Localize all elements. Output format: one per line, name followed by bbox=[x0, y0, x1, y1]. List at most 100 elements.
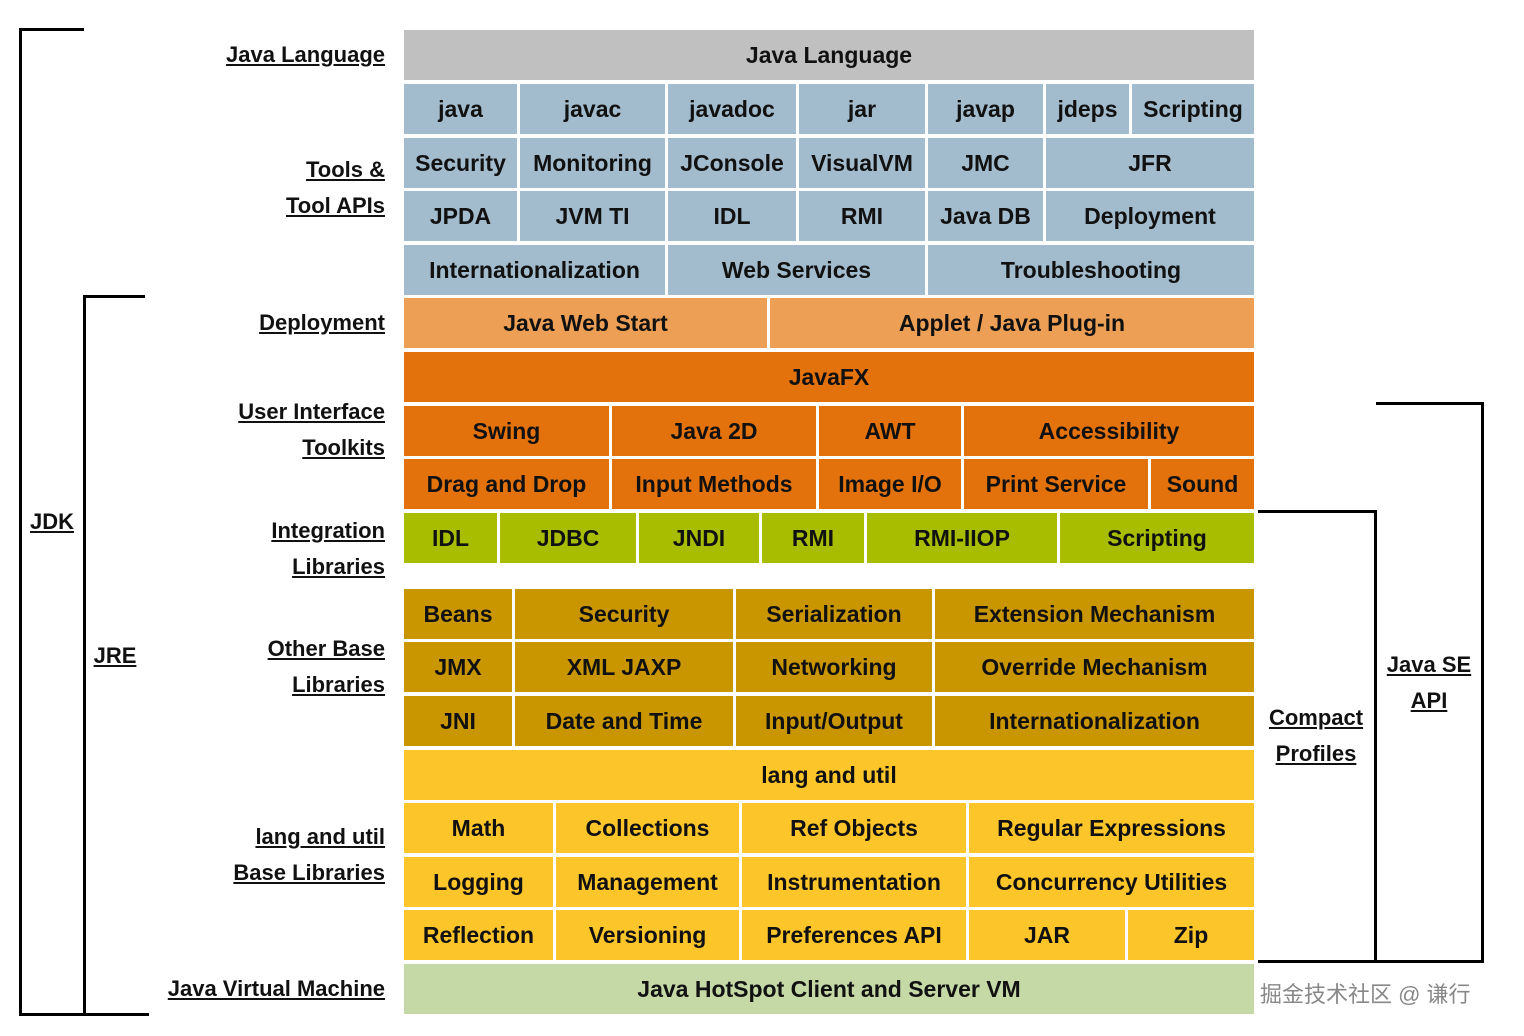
api-bracket-vertical bbox=[1481, 402, 1484, 963]
row-label-line: Base Libraries bbox=[233, 860, 385, 885]
other-base-cell-security: Security bbox=[515, 589, 733, 639]
compact-bracket-top bbox=[1258, 510, 1376, 513]
api-bracket-top bbox=[1376, 402, 1484, 405]
lang-util-cell-reflection: Reflection bbox=[404, 910, 553, 960]
row-label-line: Integration bbox=[271, 518, 385, 543]
ui-cell-accessibility: Accessibility bbox=[964, 406, 1254, 456]
row-label-integration-libraries: Integration Libraries bbox=[271, 513, 385, 585]
tools-cell-deployment: Deployment bbox=[1046, 191, 1254, 241]
bracket-bottom-shared bbox=[1258, 960, 1484, 963]
integration-cell-jndi: JNDI bbox=[639, 513, 759, 563]
tools-cell-web-services: Web Services bbox=[668, 245, 925, 295]
row-label-line: Deployment bbox=[259, 310, 385, 335]
java-se-api-label: Java SE API bbox=[1377, 647, 1481, 719]
ui-cell-javafx: JavaFX bbox=[404, 352, 1254, 402]
deployment-cell-java-web-start: Java Web Start bbox=[404, 298, 767, 348]
tools-cell-security: Security bbox=[404, 138, 517, 188]
tools-cell-troubleshooting: Troubleshooting bbox=[928, 245, 1254, 295]
other-base-cell-networking: Networking bbox=[736, 642, 932, 692]
java-se-api-line-2: API bbox=[1410, 688, 1448, 713]
integration-cell-scripting: Scripting bbox=[1060, 513, 1254, 563]
other-base-cell-serialization: Serialization bbox=[736, 589, 932, 639]
tools-cell-jmc: JMC bbox=[928, 138, 1043, 188]
lang-util-cell-ref-objects: Ref Objects bbox=[742, 803, 966, 853]
other-base-cell-extension-mechanism: Extension Mechanism bbox=[935, 589, 1254, 639]
other-base-cell-jmx: JMX bbox=[404, 642, 512, 692]
row-label-line: User Interface bbox=[238, 399, 385, 424]
lang-util-cell-regular-expressions: Regular Expressions bbox=[969, 803, 1254, 853]
other-base-cell-date-and-time: Date and Time bbox=[515, 696, 733, 746]
row-label-deployment: Deployment bbox=[259, 305, 385, 341]
row-label-line: Libraries bbox=[292, 672, 385, 697]
ui-cell-image-i-o: Image I/O bbox=[819, 459, 961, 509]
tools-cell-jvm-ti: JVM TI bbox=[520, 191, 665, 241]
row-label-line: Tool APIs bbox=[286, 193, 385, 218]
compact-bracket-vertical bbox=[1374, 510, 1377, 963]
other-base-cell-xml-jaxp: XML JAXP bbox=[515, 642, 733, 692]
tools-cell-jconsole: JConsole bbox=[668, 138, 796, 188]
lang-util-cell-zip: Zip bbox=[1128, 910, 1254, 960]
other-base-cell-override-mechanism: Override Mechanism bbox=[935, 642, 1254, 692]
tools-cell-jfr: JFR bbox=[1046, 138, 1254, 188]
row-label-line: Libraries bbox=[292, 554, 385, 579]
tools-cell-jdeps: jdeps bbox=[1046, 84, 1129, 134]
tools-cell-javadoc: javadoc bbox=[668, 84, 796, 134]
row-label-line: Tools & bbox=[305, 157, 385, 182]
row-label-tools-tool-apis: Tools & Tool APIs bbox=[286, 152, 385, 224]
lang-util-cell-logging: Logging bbox=[404, 857, 553, 907]
tools-cell-java-db: Java DB bbox=[928, 191, 1043, 241]
deployment-cell-applet-java-plug-in: Applet / Java Plug-in bbox=[770, 298, 1254, 348]
integration-cell-idl: IDL bbox=[404, 513, 497, 563]
tools-cell-jpda: JPDA bbox=[404, 191, 517, 241]
lang-util-cell-concurrency-utilities: Concurrency Utilities bbox=[969, 857, 1254, 907]
row-label-line: Java Language bbox=[226, 42, 385, 67]
java-se-api-line-1: Java SE bbox=[1386, 652, 1472, 677]
ui-cell-java-2d: Java 2D bbox=[612, 406, 816, 456]
compact-profiles-label: Compact Profiles bbox=[1258, 700, 1374, 772]
language-cell-java-language: Java Language bbox=[404, 30, 1254, 80]
ui-cell-print-service: Print Service bbox=[964, 459, 1148, 509]
row-label-java-virtual-machine: Java Virtual Machine bbox=[168, 971, 385, 1007]
other-base-cell-input-output: Input/Output bbox=[736, 696, 932, 746]
lang-util-cell-instrumentation: Instrumentation bbox=[742, 857, 966, 907]
ui-cell-swing: Swing bbox=[404, 406, 609, 456]
ui-cell-sound: Sound bbox=[1151, 459, 1254, 509]
ui-cell-drag-and-drop: Drag and Drop bbox=[404, 459, 609, 509]
integration-cell-rmi: RMI bbox=[762, 513, 864, 563]
integration-cell-rmi-iiop: RMI-IIOP bbox=[867, 513, 1057, 563]
other-base-cell-internationalization: Internationalization bbox=[935, 696, 1254, 746]
lang-util-cell-versioning: Versioning bbox=[556, 910, 739, 960]
compact-profiles-line-2: Profiles bbox=[1275, 741, 1357, 766]
tools-cell-monitoring: Monitoring bbox=[520, 138, 665, 188]
jre-bracket-vertical bbox=[83, 295, 86, 1016]
lang-util-cell-collections: Collections bbox=[556, 803, 739, 853]
lang-util-cell-preferences-api: Preferences API bbox=[742, 910, 966, 960]
row-label-java-language: Java Language bbox=[226, 37, 385, 73]
jdk-bracket-vertical bbox=[19, 28, 22, 1016]
tools-cell-javap: javap bbox=[928, 84, 1043, 134]
other-base-cell-jni: JNI bbox=[404, 696, 512, 746]
jvm-cell-java-hotspot-client-and-server-vm: Java HotSpot Client and Server VM bbox=[404, 964, 1254, 1014]
watermark: 掘金技术社区 @ 谦行 bbox=[1260, 982, 1471, 1007]
lang-util-cell-management: Management bbox=[556, 857, 739, 907]
jre-label: JRE bbox=[93, 643, 137, 668]
lang-util-cell-jar: JAR bbox=[969, 910, 1125, 960]
row-label-lang-and-util-base-libraries: lang and util Base Libraries bbox=[233, 819, 385, 891]
row-label-line: Toolkits bbox=[302, 435, 385, 460]
jre-bracket-top bbox=[83, 295, 145, 298]
integration-cell-jdbc: JDBC bbox=[500, 513, 636, 563]
jre-bracket-bottom bbox=[83, 1013, 149, 1016]
tools-cell-javac: javac bbox=[520, 84, 665, 134]
jdk-label: JDK bbox=[29, 509, 74, 534]
tools-cell-scripting: Scripting bbox=[1132, 84, 1254, 134]
row-label-user-interface-toolkits: User Interface Toolkits bbox=[238, 394, 385, 466]
lang-util-cell-lang-and-util: lang and util bbox=[404, 750, 1254, 800]
tools-cell-idl: IDL bbox=[668, 191, 796, 241]
other-base-cell-beans: Beans bbox=[404, 589, 512, 639]
ui-cell-input-methods: Input Methods bbox=[612, 459, 816, 509]
tools-cell-visualvm: VisualVM bbox=[799, 138, 925, 188]
row-label-line: lang and util bbox=[255, 824, 385, 849]
row-label-line: Other Base bbox=[267, 636, 385, 661]
ui-cell-awt: AWT bbox=[819, 406, 961, 456]
